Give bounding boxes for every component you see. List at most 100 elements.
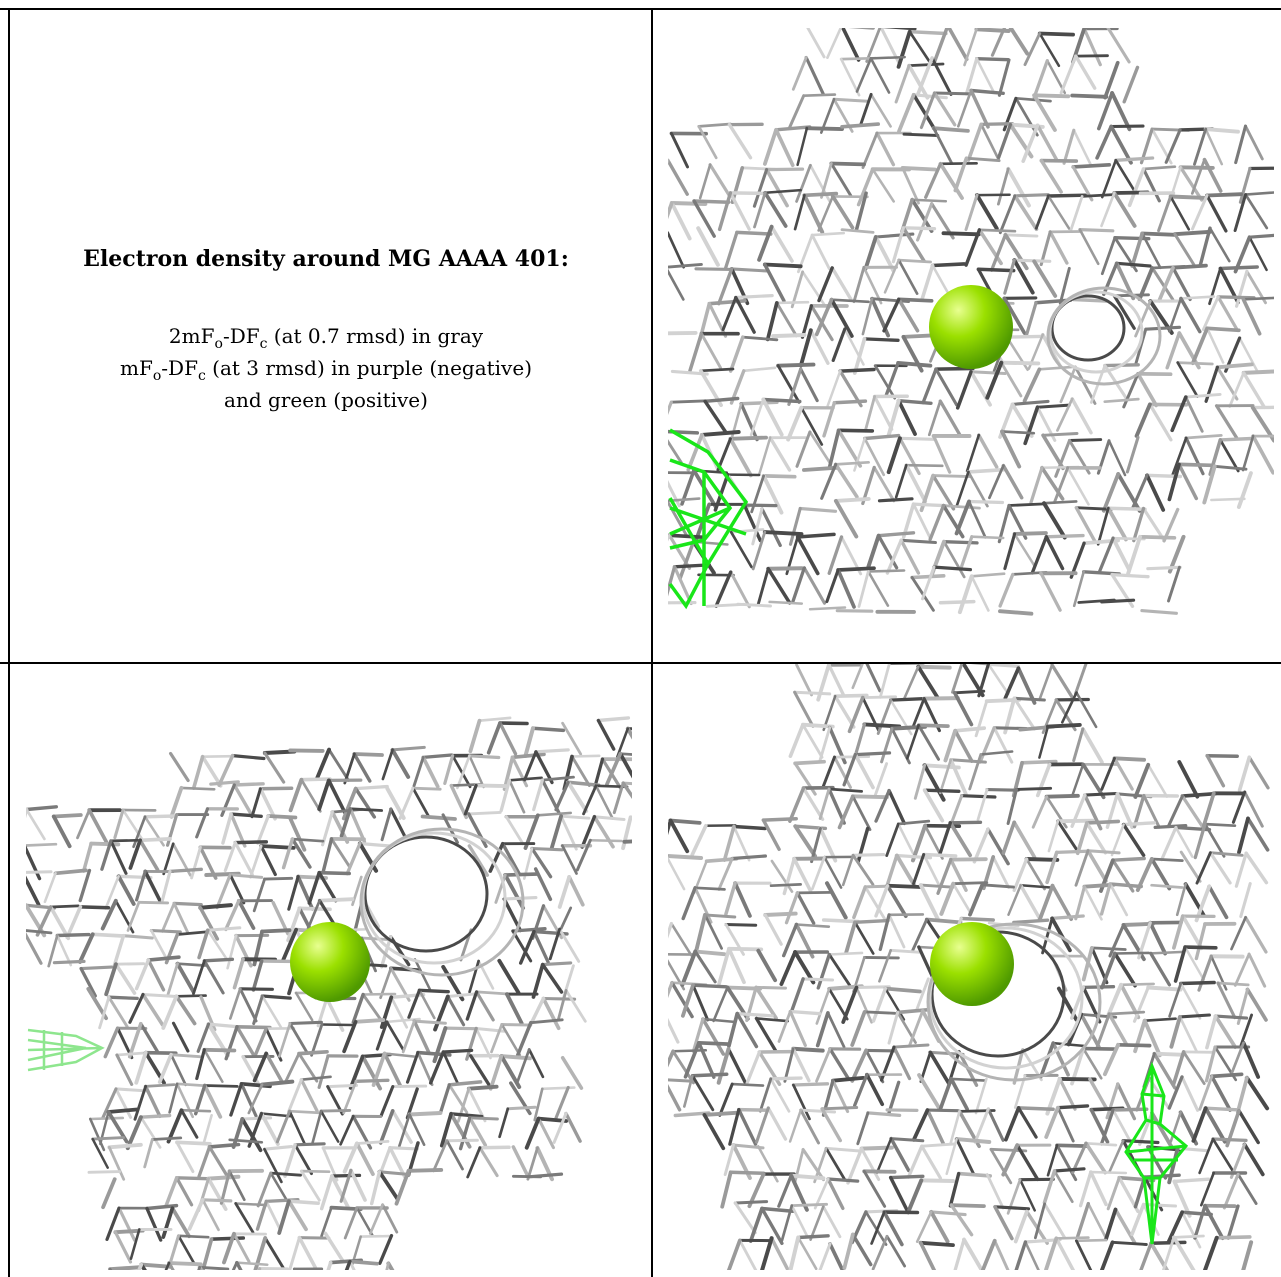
mesh-segment [697,125,718,160]
mesh-segment [463,783,478,816]
mesh-segment [621,781,632,786]
mesh-segment [1169,1110,1182,1143]
mesh-segment [1056,819,1080,854]
panel-bottom-left [26,664,632,1270]
mesh-segment [172,901,190,935]
mesh-segment [734,295,756,334]
mesh-segment [827,953,852,987]
mesh-segment [906,1144,924,1179]
mesh-segment [945,1137,958,1176]
mesh-segment [866,1111,902,1118]
mesh-segment [443,754,455,786]
mesh-segment [488,841,505,873]
mesh-segment [449,783,468,820]
mesh-segment [911,1108,930,1142]
mesh-segment [559,814,591,820]
mesh-segment [1142,794,1161,829]
mesh-segment [793,759,826,766]
mesh-segment [278,1022,292,1058]
mesh-segment [288,1109,322,1115]
mesh-segment [979,123,1001,163]
mesh-segment [589,839,623,843]
mesh-segment [175,1140,195,1173]
mesh-segment [898,436,936,441]
mesh-segment [561,721,583,756]
mesh-segment [938,399,962,437]
mesh-segment [317,778,331,812]
mesh-segment [1114,156,1155,162]
mesh-segment [873,235,896,273]
mesh-segment [238,987,274,991]
mesh-segment [761,474,797,479]
mesh-segment [105,1206,121,1242]
mesh-segment [519,929,536,965]
mesh-segment [842,752,857,787]
mesh-segment [911,823,928,863]
mesh-segment [1203,127,1240,134]
mesh-segment [456,754,471,790]
mesh-segment [1168,982,1183,1018]
mesh-segment [530,846,564,852]
mesh-segment [1075,821,1089,856]
mesh-segment [964,57,979,96]
mesh-segment [668,856,686,891]
mesh-segment [916,56,934,96]
mesh-segment [1047,194,1071,230]
mesh-segment [1033,1202,1047,1240]
mesh-segment [564,1111,582,1143]
mesh-segment [1074,506,1113,511]
mesh-segment [832,399,868,405]
mesh-segment [791,566,806,604]
mesh-segment [907,1178,924,1212]
mesh-segment [810,827,822,864]
mesh-segment [1205,326,1225,364]
mesh-segment [987,664,1010,696]
mesh-segment [792,857,813,893]
mesh-segment [206,1022,241,1029]
mesh-segment [288,748,325,753]
mesh-segment [1228,371,1246,408]
mesh-segment [261,994,283,1030]
mesh-segment [699,332,722,370]
mesh-segment [1012,531,1048,536]
mesh-segment [169,1053,202,1059]
mesh-segment [804,55,825,96]
mesh-segment [1203,822,1226,858]
mesh-segment [317,870,352,876]
mesh-segment [381,748,394,781]
mesh-segment [43,872,57,904]
mesh-segment [769,224,794,263]
mesh-segment [801,465,840,472]
mesh-segment [755,1106,770,1144]
mesh-segment [853,751,892,757]
mesh-segment [1214,404,1239,440]
mesh-segment [1202,1235,1219,1270]
mesh-segment [224,899,241,932]
mesh-segment [808,606,847,611]
mesh-segment [790,270,805,309]
mesh-segment [564,988,587,1023]
mesh-segment [801,977,835,982]
mesh-segment [1014,96,1052,103]
mesh-segment [997,122,1013,160]
mesh-segment [878,948,892,983]
mesh-segment [1072,570,1086,608]
mesh-segment [891,226,905,264]
mesh-segment [177,1234,196,1265]
mesh-segment [800,722,835,729]
mesh-segment [826,28,843,60]
mesh-segment [1178,1013,1211,1019]
mesh-segment [1035,762,1052,798]
mesh-segment [827,535,844,575]
mesh-segment [917,1073,942,1111]
mesh-segment [846,1146,864,1185]
mesh-segment [407,988,421,1019]
mesh-segment [825,881,848,920]
mesh-segment [1226,1204,1240,1240]
mesh-segment [834,460,870,466]
mesh-segment [901,333,937,339]
mesh-ring [926,922,1102,1082]
mesh-segment [1081,762,1106,800]
mesh-segment [1113,951,1151,955]
mesh-segment [1012,258,1035,295]
